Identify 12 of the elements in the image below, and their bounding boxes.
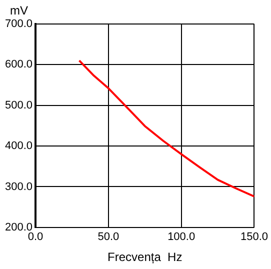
y-tick-label: 200.0 [4,221,33,234]
x-tick-label: 100.0 [168,231,196,244]
x-tick-label: 0.0 [28,231,44,244]
x-tick-label: 50.0 [98,231,120,244]
x-axis-title: Frecvența Hz [108,250,182,264]
y-axis-title: mV [10,3,28,18]
y-tick-label: 500.0 [4,99,33,112]
y-tick-label: 600.0 [4,58,33,71]
y-tick-label: 300.0 [4,180,33,193]
y-tick-label: 400.0 [4,140,33,152]
x-tick-label: 150.0 [240,231,268,244]
y-tick-label: 700.0 [4,18,33,30]
